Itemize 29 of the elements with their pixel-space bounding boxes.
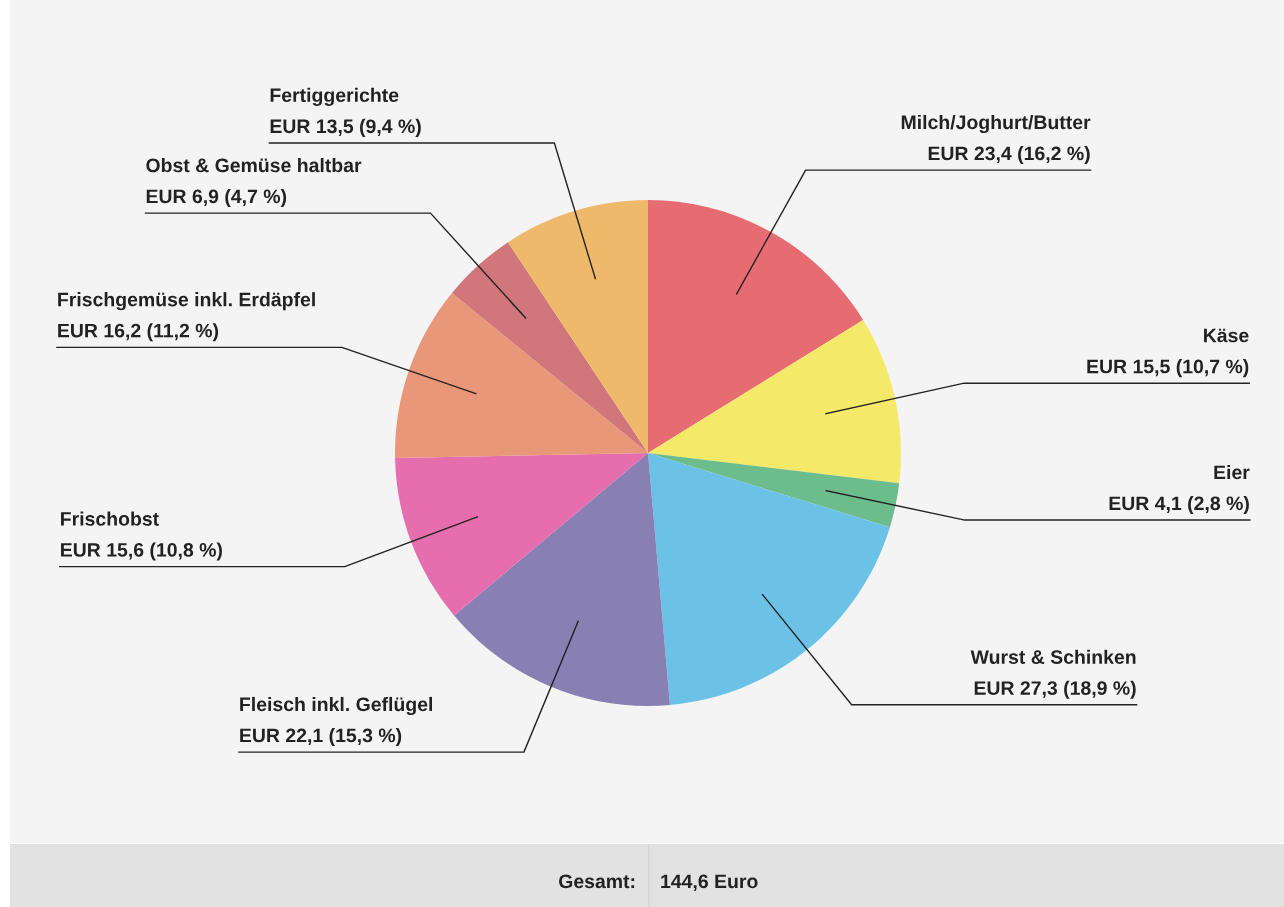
data-label: EUR 23,4 (16,2 %) [928, 145, 1090, 165]
data-label: EUR 4,1 (2,8 %) [1109, 495, 1249, 515]
pie-slice [395, 453, 648, 616]
slice-label: Eier [1214, 464, 1250, 480]
data-label: EUR 16,2 (11,2 %) [58, 323, 219, 342]
data-label: EUR 15,6 (10,8 %) [61, 542, 222, 561]
data-label: EUR 15,5 (10,7 %) [1087, 359, 1249, 378]
pie-slice [648, 319, 901, 484]
pie-slice [454, 453, 670, 706]
pie-slice [648, 200, 864, 453]
slice-label: Fleisch inkl. Geflügel [240, 696, 433, 716]
slice-label: Milch/Joghurt/Butter [901, 114, 1091, 134]
pie-slice [507, 200, 648, 453]
pie-slice [648, 453, 890, 706]
text: Gesamt: [559, 874, 635, 889]
slice-label: Wurst & Schinken [970, 649, 1136, 664]
data-label: EUR 6,9 (4,7 %) [146, 188, 287, 208]
pie-slice [395, 293, 648, 458]
slice-label: Frischgemüse inkl. Erdäpfel [58, 292, 315, 311]
slice-label: Frischobst [61, 511, 159, 526]
data-label: EUR 13,5 (9,4 %) [270, 118, 421, 137]
pie-slice [648, 453, 900, 528]
text: 144,6 Euro [661, 874, 758, 892]
data-label: EUR 27,3 (18,9 %) [974, 680, 1136, 699]
slice-label: Fertiggerichte [270, 87, 399, 106]
pie-slice [451, 242, 648, 453]
data-label: EUR 22,1 (15,3 %) [240, 728, 402, 747]
slice-label: Obst & Gemüse haltbar [146, 157, 362, 173]
slice-label: Käse [1204, 328, 1249, 343]
